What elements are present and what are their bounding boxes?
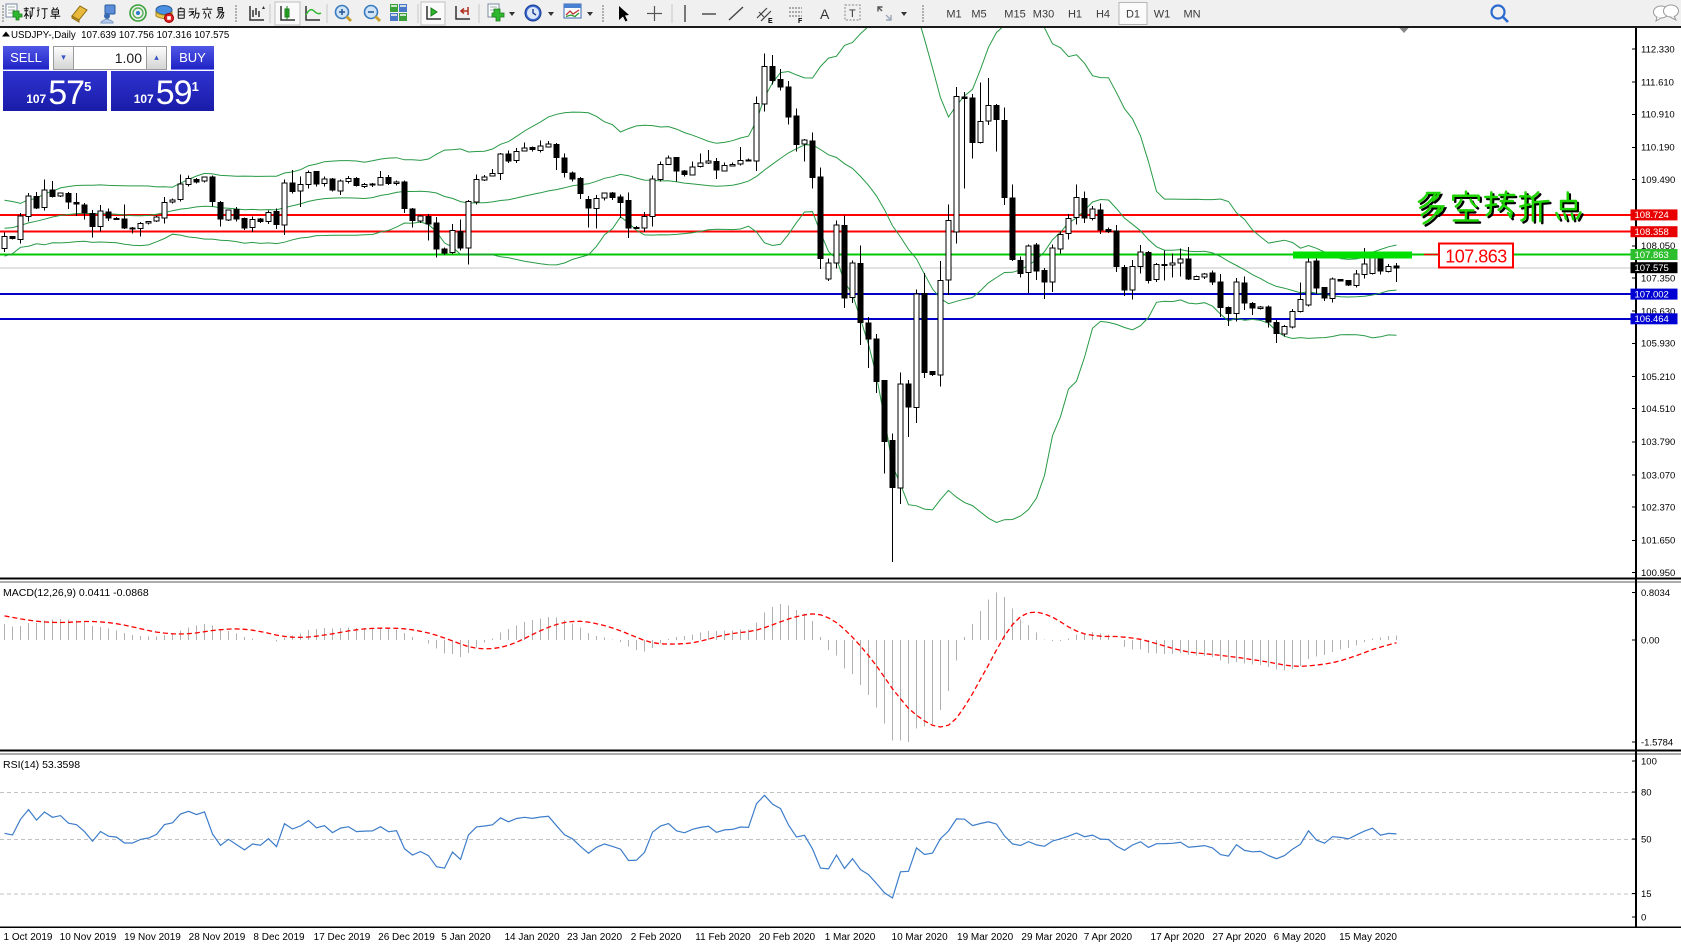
svg-text:107.863: 107.863 [1635, 250, 1669, 261]
svg-text:M1: M1 [946, 9, 961, 21]
svg-text:107.002: 107.002 [1635, 289, 1669, 300]
svg-text:RSI(14) 53.3598: RSI(14) 53.3598 [3, 759, 80, 771]
svg-text:103.070: 103.070 [1641, 470, 1675, 481]
svg-text:A: A [820, 6, 830, 22]
svg-text:106.630: 106.630 [1641, 307, 1675, 318]
svg-text:10 Nov 2019: 10 Nov 2019 [60, 932, 117, 943]
svg-text:MACD(12,26,9) 0.0411 -0.0868: MACD(12,26,9) 0.0411 -0.0868 [3, 587, 149, 599]
svg-text:50: 50 [1641, 834, 1652, 845]
svg-text:104.510: 104.510 [1641, 404, 1675, 415]
svg-text:100.950: 100.950 [1641, 568, 1675, 579]
svg-text:5 Jan 2020: 5 Jan 2020 [441, 932, 491, 943]
svg-text:7 Apr 2020: 7 Apr 2020 [1084, 932, 1133, 943]
svg-text:109.490: 109.490 [1641, 175, 1675, 186]
svg-text:19 Mar 2020: 19 Mar 2020 [957, 932, 1014, 943]
svg-text:108.050: 108.050 [1641, 241, 1675, 252]
svg-text:8 Dec 2019: 8 Dec 2019 [253, 932, 305, 943]
svg-text:105.210: 105.210 [1641, 372, 1675, 383]
svg-text:108.358: 108.358 [1635, 227, 1669, 238]
svg-text:F: F [798, 18, 803, 25]
svg-text:111.610: 111.610 [1641, 77, 1674, 88]
svg-text:M15: M15 [1004, 9, 1025, 21]
svg-text:107.863: 107.863 [1445, 247, 1507, 267]
svg-text:1 Mar 2020: 1 Mar 2020 [825, 932, 876, 943]
svg-text:20 Feb 2020: 20 Feb 2020 [759, 932, 816, 943]
svg-text:MN: MN [1183, 9, 1200, 21]
svg-text:6 May 2020: 6 May 2020 [1274, 932, 1327, 943]
svg-text:28 Nov 2019: 28 Nov 2019 [189, 932, 246, 943]
svg-text:H1: H1 [1068, 9, 1082, 21]
svg-text:M5: M5 [971, 9, 986, 21]
svg-text:110.910: 110.910 [1641, 110, 1675, 121]
svg-text:29 Mar 2020: 29 Mar 2020 [1021, 932, 1078, 943]
svg-text:2 Feb 2020: 2 Feb 2020 [631, 932, 682, 943]
svg-text:H4: H4 [1096, 9, 1110, 21]
svg-text:102.370: 102.370 [1641, 503, 1675, 514]
svg-text:D1: D1 [1126, 9, 1140, 21]
svg-text:26 Dec 2019: 26 Dec 2019 [378, 932, 435, 943]
svg-text:11 Feb 2020: 11 Feb 2020 [695, 932, 751, 943]
svg-text:23 Jan 2020: 23 Jan 2020 [567, 932, 622, 943]
svg-text:0.8034: 0.8034 [1641, 588, 1670, 599]
svg-text:17 Apr 2020: 17 Apr 2020 [1151, 932, 1205, 943]
svg-text:17 Dec 2019: 17 Dec 2019 [314, 932, 371, 943]
svg-text:100: 100 [1641, 756, 1657, 767]
svg-text:15 May 2020: 15 May 2020 [1339, 932, 1397, 943]
svg-text:103.790: 103.790 [1641, 437, 1675, 448]
svg-text:10 Mar 2020: 10 Mar 2020 [892, 932, 949, 943]
svg-text:27 Apr 2020: 27 Apr 2020 [1212, 932, 1266, 943]
svg-text:0.00: 0.00 [1641, 635, 1660, 646]
svg-text:80: 80 [1641, 788, 1652, 799]
svg-text:14 Jan 2020: 14 Jan 2020 [504, 932, 559, 943]
svg-text:19 Nov 2019: 19 Nov 2019 [124, 932, 181, 943]
svg-text:E: E [768, 18, 773, 25]
svg-text:105.930: 105.930 [1641, 339, 1675, 350]
svg-text:W1: W1 [1154, 9, 1171, 21]
svg-text:107.575: 107.575 [1635, 263, 1669, 274]
svg-text:112.330: 112.330 [1641, 44, 1675, 55]
svg-text:1 Oct 2019: 1 Oct 2019 [4, 932, 53, 943]
svg-text:107.350: 107.350 [1641, 273, 1675, 284]
svg-text:M30: M30 [1033, 9, 1054, 21]
svg-text:110.190: 110.190 [1641, 143, 1675, 154]
svg-text:USDJPY-,Daily 107.639 107.756: USDJPY-,Daily 107.639 107.756 107.316 10… [11, 30, 229, 41]
svg-text:106.464: 106.464 [1635, 314, 1669, 325]
svg-text:108.724: 108.724 [1635, 210, 1669, 221]
svg-text:-1.5784: -1.5784 [1641, 737, 1673, 748]
svg-text:0: 0 [1641, 912, 1646, 923]
svg-text:15: 15 [1641, 889, 1652, 900]
svg-text:101.650: 101.650 [1641, 536, 1675, 547]
svg-text:T: T [849, 8, 856, 20]
